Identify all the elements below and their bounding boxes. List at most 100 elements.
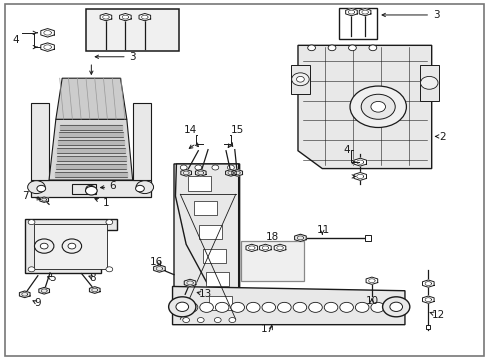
Text: 18: 18 [265,232,278,242]
Circle shape [227,165,234,170]
Circle shape [355,302,368,312]
Circle shape [296,76,304,82]
Circle shape [348,45,356,51]
Polygon shape [297,45,431,168]
Polygon shape [49,119,132,180]
Polygon shape [30,103,49,180]
Polygon shape [245,244,257,252]
Circle shape [389,302,402,311]
Polygon shape [366,277,377,284]
Circle shape [68,243,76,249]
Circle shape [28,267,35,272]
Bar [188,176,211,191]
Polygon shape [41,28,54,37]
Circle shape [327,45,335,51]
Bar [86,9,179,51]
Circle shape [382,297,409,317]
Circle shape [368,45,376,51]
Text: 8: 8 [89,273,96,283]
Polygon shape [184,279,196,287]
Circle shape [370,102,385,112]
Text: 16: 16 [149,257,163,267]
Circle shape [324,302,337,312]
Circle shape [28,181,45,194]
Bar [339,8,376,39]
Circle shape [339,302,353,312]
Text: 1: 1 [95,198,109,208]
Text: 3: 3 [129,52,136,62]
Polygon shape [153,265,165,272]
Text: 11: 11 [316,225,329,235]
Polygon shape [40,197,48,202]
Text: 2: 2 [439,132,445,142]
Circle shape [168,297,196,317]
Polygon shape [422,296,433,303]
Polygon shape [174,164,239,323]
Circle shape [228,318,235,323]
Polygon shape [231,170,242,176]
Circle shape [214,318,221,323]
Circle shape [34,239,54,253]
Circle shape [349,86,406,127]
Polygon shape [25,219,117,273]
Text: 5: 5 [49,273,56,283]
Polygon shape [294,234,305,242]
Text: 12: 12 [430,310,444,320]
Text: 6: 6 [109,181,115,192]
Polygon shape [132,103,151,180]
Circle shape [37,185,45,192]
Circle shape [40,243,48,249]
Polygon shape [120,13,131,21]
Polygon shape [39,287,49,294]
Bar [205,272,229,287]
Circle shape [136,181,153,194]
Text: 4: 4 [13,35,19,45]
Circle shape [135,185,144,192]
Circle shape [183,318,189,323]
Circle shape [420,76,437,89]
Circle shape [308,302,322,312]
Circle shape [215,302,228,312]
Polygon shape [139,13,150,21]
Circle shape [307,45,315,51]
Text: 3: 3 [432,10,439,20]
Circle shape [85,186,97,195]
Polygon shape [353,172,366,180]
Text: 17: 17 [261,324,274,334]
Polygon shape [72,184,96,194]
Text: 15: 15 [230,125,244,135]
Circle shape [184,302,198,312]
Circle shape [180,165,187,170]
Polygon shape [30,180,151,197]
Circle shape [200,302,213,312]
Circle shape [197,318,203,323]
Polygon shape [290,65,309,94]
Polygon shape [89,287,100,293]
Circle shape [291,73,308,86]
Circle shape [292,302,306,312]
Polygon shape [20,291,30,298]
Polygon shape [195,170,205,176]
Circle shape [370,302,384,312]
Text: 4: 4 [343,145,349,155]
Text: 10: 10 [365,296,378,306]
Circle shape [262,302,275,312]
Bar [194,201,217,215]
Circle shape [62,239,81,253]
Polygon shape [172,287,404,325]
Polygon shape [274,244,285,252]
Text: 13: 13 [199,289,212,299]
Polygon shape [419,65,438,101]
Polygon shape [175,164,238,324]
Circle shape [86,185,95,192]
Polygon shape [225,170,236,176]
Circle shape [230,302,244,312]
Polygon shape [259,244,271,252]
Polygon shape [345,9,357,16]
Polygon shape [422,280,433,287]
Bar [208,296,231,310]
Circle shape [28,220,35,225]
Text: 14: 14 [183,125,196,135]
Circle shape [361,94,394,119]
Polygon shape [41,43,54,51]
